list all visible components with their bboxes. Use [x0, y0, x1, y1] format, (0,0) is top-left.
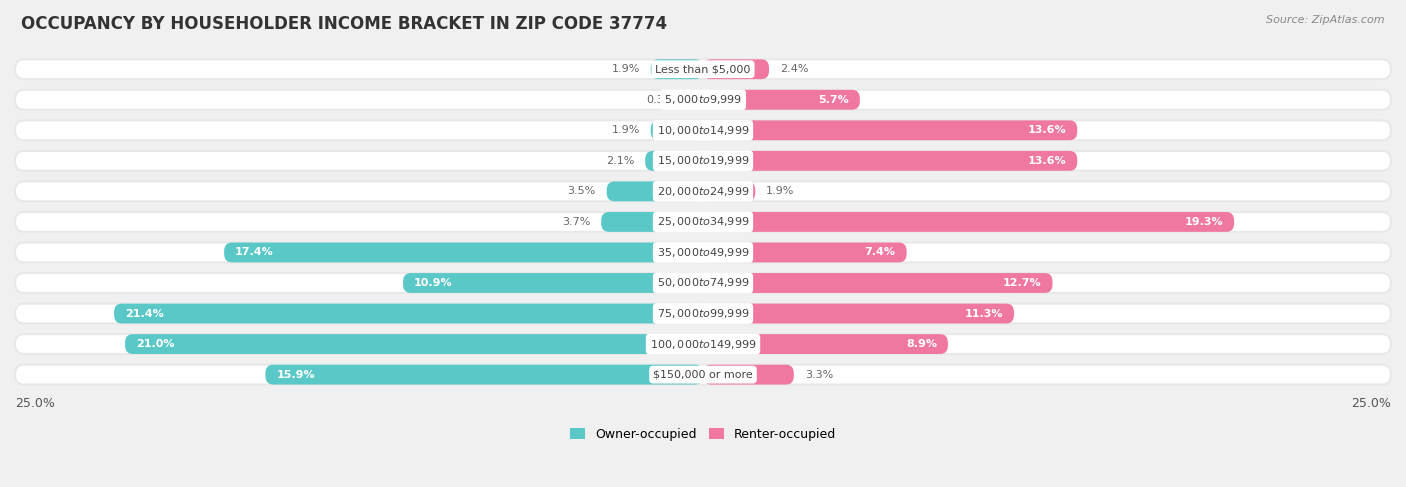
- FancyBboxPatch shape: [703, 120, 1077, 140]
- Text: $15,000 to $19,999: $15,000 to $19,999: [657, 154, 749, 168]
- Text: 25.0%: 25.0%: [1351, 397, 1391, 410]
- FancyBboxPatch shape: [15, 151, 1391, 171]
- FancyBboxPatch shape: [703, 59, 769, 79]
- Text: 8.9%: 8.9%: [905, 339, 936, 349]
- Text: Less than $5,000: Less than $5,000: [655, 64, 751, 74]
- Text: 13.6%: 13.6%: [1028, 125, 1066, 135]
- Text: 5.7%: 5.7%: [818, 95, 849, 105]
- FancyBboxPatch shape: [15, 334, 1391, 354]
- Text: 13.6%: 13.6%: [1028, 156, 1066, 166]
- FancyBboxPatch shape: [125, 334, 703, 354]
- Text: $10,000 to $14,999: $10,000 to $14,999: [657, 124, 749, 137]
- Text: 11.3%: 11.3%: [965, 309, 1002, 318]
- Text: 21.4%: 21.4%: [125, 309, 165, 318]
- FancyBboxPatch shape: [703, 273, 1053, 293]
- FancyBboxPatch shape: [15, 120, 1391, 140]
- FancyBboxPatch shape: [114, 303, 703, 323]
- Text: 0.38%: 0.38%: [647, 95, 682, 105]
- FancyBboxPatch shape: [703, 303, 1014, 323]
- Text: $100,000 to $149,999: $100,000 to $149,999: [650, 337, 756, 351]
- Text: 12.7%: 12.7%: [1002, 278, 1042, 288]
- Text: $150,000 or more: $150,000 or more: [654, 370, 752, 379]
- FancyBboxPatch shape: [703, 365, 794, 385]
- FancyBboxPatch shape: [15, 243, 1391, 262]
- FancyBboxPatch shape: [15, 212, 1391, 232]
- FancyBboxPatch shape: [606, 182, 703, 201]
- FancyBboxPatch shape: [703, 182, 755, 201]
- Text: 3.3%: 3.3%: [804, 370, 834, 379]
- FancyBboxPatch shape: [693, 90, 703, 110]
- FancyBboxPatch shape: [15, 273, 1391, 293]
- FancyBboxPatch shape: [15, 90, 1391, 110]
- FancyBboxPatch shape: [224, 243, 703, 262]
- Text: 19.3%: 19.3%: [1184, 217, 1223, 227]
- FancyBboxPatch shape: [266, 365, 703, 385]
- Text: 15.9%: 15.9%: [277, 370, 315, 379]
- Text: 25.0%: 25.0%: [15, 397, 55, 410]
- Text: OCCUPANCY BY HOUSEHOLDER INCOME BRACKET IN ZIP CODE 37774: OCCUPANCY BY HOUSEHOLDER INCOME BRACKET …: [21, 15, 668, 33]
- FancyBboxPatch shape: [703, 90, 860, 110]
- Text: 17.4%: 17.4%: [235, 247, 274, 258]
- FancyBboxPatch shape: [602, 212, 703, 232]
- FancyBboxPatch shape: [404, 273, 703, 293]
- Text: $5,000 to $9,999: $5,000 to $9,999: [664, 94, 742, 106]
- FancyBboxPatch shape: [651, 120, 703, 140]
- FancyBboxPatch shape: [651, 59, 703, 79]
- Text: 10.9%: 10.9%: [413, 278, 453, 288]
- Text: $50,000 to $74,999: $50,000 to $74,999: [657, 277, 749, 289]
- Text: 7.4%: 7.4%: [865, 247, 896, 258]
- FancyBboxPatch shape: [703, 334, 948, 354]
- Text: 3.5%: 3.5%: [568, 187, 596, 196]
- FancyBboxPatch shape: [703, 243, 907, 262]
- Text: $25,000 to $34,999: $25,000 to $34,999: [657, 215, 749, 228]
- Legend: Owner-occupied, Renter-occupied: Owner-occupied, Renter-occupied: [567, 424, 839, 445]
- FancyBboxPatch shape: [703, 151, 1077, 171]
- FancyBboxPatch shape: [703, 212, 1234, 232]
- FancyBboxPatch shape: [645, 151, 703, 171]
- FancyBboxPatch shape: [15, 59, 1391, 79]
- Text: $20,000 to $24,999: $20,000 to $24,999: [657, 185, 749, 198]
- Text: $35,000 to $49,999: $35,000 to $49,999: [657, 246, 749, 259]
- Text: $75,000 to $99,999: $75,000 to $99,999: [657, 307, 749, 320]
- Text: 1.9%: 1.9%: [612, 125, 640, 135]
- Text: Source: ZipAtlas.com: Source: ZipAtlas.com: [1267, 15, 1385, 25]
- Text: 1.9%: 1.9%: [766, 187, 794, 196]
- FancyBboxPatch shape: [15, 182, 1391, 201]
- Text: 21.0%: 21.0%: [136, 339, 174, 349]
- FancyBboxPatch shape: [15, 303, 1391, 323]
- Text: 2.1%: 2.1%: [606, 156, 634, 166]
- Text: 3.7%: 3.7%: [562, 217, 591, 227]
- FancyBboxPatch shape: [15, 365, 1391, 385]
- Text: 1.9%: 1.9%: [612, 64, 640, 74]
- Text: 2.4%: 2.4%: [780, 64, 808, 74]
